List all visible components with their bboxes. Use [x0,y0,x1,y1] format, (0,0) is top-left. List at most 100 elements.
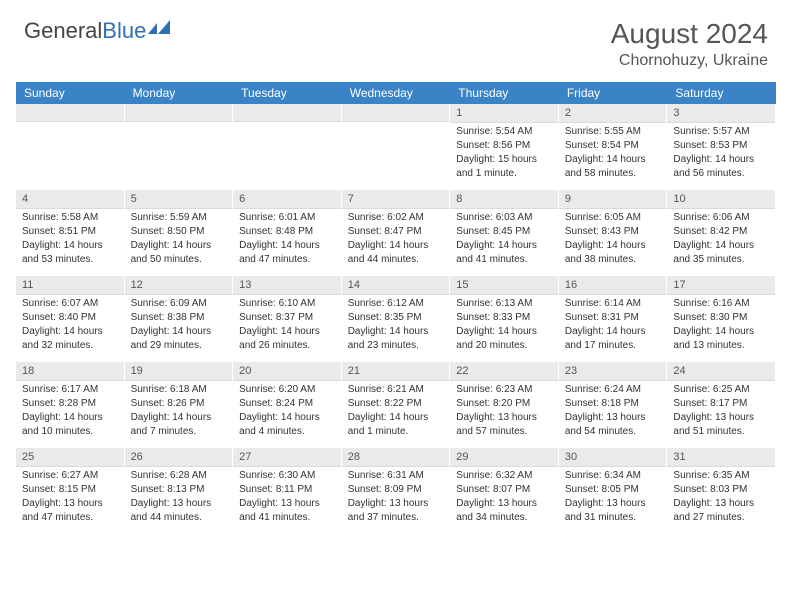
daylight-line1: Daylight: 14 hours [22,239,118,252]
day-body: Sunrise: 6:05 AMSunset: 8:43 PMDaylight:… [559,209,667,271]
day-body: Sunrise: 6:13 AMSunset: 8:33 PMDaylight:… [450,295,558,357]
sunrise-text: Sunrise: 6:30 AM [239,469,335,482]
day-cell: 4Sunrise: 5:58 AMSunset: 8:51 PMDaylight… [16,190,125,276]
sunrise-text: Sunrise: 6:09 AM [131,297,227,310]
day-number: 7 [342,190,450,209]
daylight-line2: and 41 minutes. [239,511,335,524]
daylight-line1: Daylight: 14 hours [456,325,552,338]
sunset-text: Sunset: 8:03 PM [673,483,769,496]
day-cell: 21Sunrise: 6:21 AMSunset: 8:22 PMDayligh… [342,362,451,448]
day-cell: 2Sunrise: 5:55 AMSunset: 8:54 PMDaylight… [559,104,668,190]
sunrise-text: Sunrise: 6:23 AM [456,383,552,396]
daylight-line2: and 50 minutes. [131,253,227,266]
day-number: 23 [559,362,667,381]
day-body: Sunrise: 5:57 AMSunset: 8:53 PMDaylight:… [667,123,775,185]
day-body: Sunrise: 6:25 AMSunset: 8:17 PMDaylight:… [667,381,775,443]
day-cell: 14Sunrise: 6:12 AMSunset: 8:35 PMDayligh… [342,276,451,362]
day-body: Sunrise: 6:02 AMSunset: 8:47 PMDaylight:… [342,209,450,271]
title-block: August 2024 Chornohuzy, Ukraine [611,18,768,70]
sunset-text: Sunset: 8:15 PM [22,483,118,496]
sunset-text: Sunset: 8:53 PM [673,139,769,152]
day-number: 1 [450,104,558,123]
day-body: Sunrise: 6:32 AMSunset: 8:07 PMDaylight:… [450,467,558,529]
dow-cell: Monday [125,82,234,104]
week-row: 1Sunrise: 5:54 AMSunset: 8:56 PMDaylight… [16,104,776,190]
day-body: Sunrise: 6:30 AMSunset: 8:11 PMDaylight:… [233,467,341,529]
day-number: 24 [667,362,775,381]
day-number: 18 [16,362,124,381]
daylight-line2: and 54 minutes. [565,425,661,438]
day-cell: 30Sunrise: 6:34 AMSunset: 8:05 PMDayligh… [559,448,668,534]
sunrise-text: Sunrise: 5:58 AM [22,211,118,224]
day-number: 9 [559,190,667,209]
day-number [16,104,124,122]
sunrise-text: Sunrise: 6:28 AM [131,469,227,482]
day-number: 4 [16,190,124,209]
sunset-text: Sunset: 8:30 PM [673,311,769,324]
day-cell: 27Sunrise: 6:30 AMSunset: 8:11 PMDayligh… [233,448,342,534]
sunset-text: Sunset: 8:28 PM [22,397,118,410]
daylight-line1: Daylight: 14 hours [673,153,769,166]
day-cell: 24Sunrise: 6:25 AMSunset: 8:17 PMDayligh… [667,362,776,448]
sunrise-text: Sunrise: 6:03 AM [456,211,552,224]
day-body: Sunrise: 6:17 AMSunset: 8:28 PMDaylight:… [16,381,124,443]
day-number: 21 [342,362,450,381]
day-body: Sunrise: 6:16 AMSunset: 8:30 PMDaylight:… [667,295,775,357]
day-cell: 10Sunrise: 6:06 AMSunset: 8:42 PMDayligh… [667,190,776,276]
sunrise-text: Sunrise: 6:01 AM [239,211,335,224]
sunrise-text: Sunrise: 6:21 AM [348,383,444,396]
sunrise-text: Sunrise: 6:24 AM [565,383,661,396]
day-number: 31 [667,448,775,467]
day-number: 6 [233,190,341,209]
sunrise-text: Sunrise: 5:54 AM [456,125,552,138]
daylight-line1: Daylight: 14 hours [565,325,661,338]
sunrise-text: Sunrise: 6:25 AM [673,383,769,396]
sunset-text: Sunset: 8:17 PM [673,397,769,410]
day-body: Sunrise: 6:35 AMSunset: 8:03 PMDaylight:… [667,467,775,529]
day-cell: 3Sunrise: 5:57 AMSunset: 8:53 PMDaylight… [667,104,776,190]
day-number: 20 [233,362,341,381]
day-body: Sunrise: 6:03 AMSunset: 8:45 PMDaylight:… [450,209,558,271]
daylight-line1: Daylight: 14 hours [456,239,552,252]
daylight-line2: and 44 minutes. [131,511,227,524]
day-cell: 31Sunrise: 6:35 AMSunset: 8:03 PMDayligh… [667,448,776,534]
day-cell: 17Sunrise: 6:16 AMSunset: 8:30 PMDayligh… [667,276,776,362]
day-body: Sunrise: 5:58 AMSunset: 8:51 PMDaylight:… [16,209,124,271]
day-number [342,104,450,122]
sunset-text: Sunset: 8:09 PM [348,483,444,496]
sunset-text: Sunset: 8:24 PM [239,397,335,410]
day-number: 27 [233,448,341,467]
day-cell: 25Sunrise: 6:27 AMSunset: 8:15 PMDayligh… [16,448,125,534]
day-body: Sunrise: 6:06 AMSunset: 8:42 PMDaylight:… [667,209,775,271]
day-number: 29 [450,448,558,467]
sunset-text: Sunset: 8:40 PM [22,311,118,324]
daylight-line1: Daylight: 13 hours [348,497,444,510]
daylight-line2: and 7 minutes. [131,425,227,438]
sunset-text: Sunset: 8:54 PM [565,139,661,152]
day-body: Sunrise: 6:18 AMSunset: 8:26 PMDaylight:… [125,381,233,443]
daylight-line2: and 41 minutes. [456,253,552,266]
daylight-line1: Daylight: 14 hours [348,325,444,338]
day-cell: 29Sunrise: 6:32 AMSunset: 8:07 PMDayligh… [450,448,559,534]
sunrise-text: Sunrise: 6:06 AM [673,211,769,224]
daylight-line1: Daylight: 14 hours [239,411,335,424]
day-cell: 23Sunrise: 6:24 AMSunset: 8:18 PMDayligh… [559,362,668,448]
sunrise-text: Sunrise: 5:55 AM [565,125,661,138]
day-cell: 1Sunrise: 5:54 AMSunset: 8:56 PMDaylight… [450,104,559,190]
daylight-line1: Daylight: 13 hours [131,497,227,510]
sunset-text: Sunset: 8:13 PM [131,483,227,496]
day-number: 12 [125,276,233,295]
sunset-text: Sunset: 8:38 PM [131,311,227,324]
sunset-text: Sunset: 8:20 PM [456,397,552,410]
dow-cell: Sunday [16,82,125,104]
daylight-line2: and 32 minutes. [22,339,118,352]
daylight-line2: and 58 minutes. [565,167,661,180]
daylight-line2: and 53 minutes. [22,253,118,266]
day-body [342,122,450,186]
daylight-line1: Daylight: 14 hours [239,325,335,338]
day-number: 16 [559,276,667,295]
day-cell: 15Sunrise: 6:13 AMSunset: 8:33 PMDayligh… [450,276,559,362]
day-number [233,104,341,122]
day-body: Sunrise: 6:24 AMSunset: 8:18 PMDaylight:… [559,381,667,443]
day-body: Sunrise: 5:55 AMSunset: 8:54 PMDaylight:… [559,123,667,185]
